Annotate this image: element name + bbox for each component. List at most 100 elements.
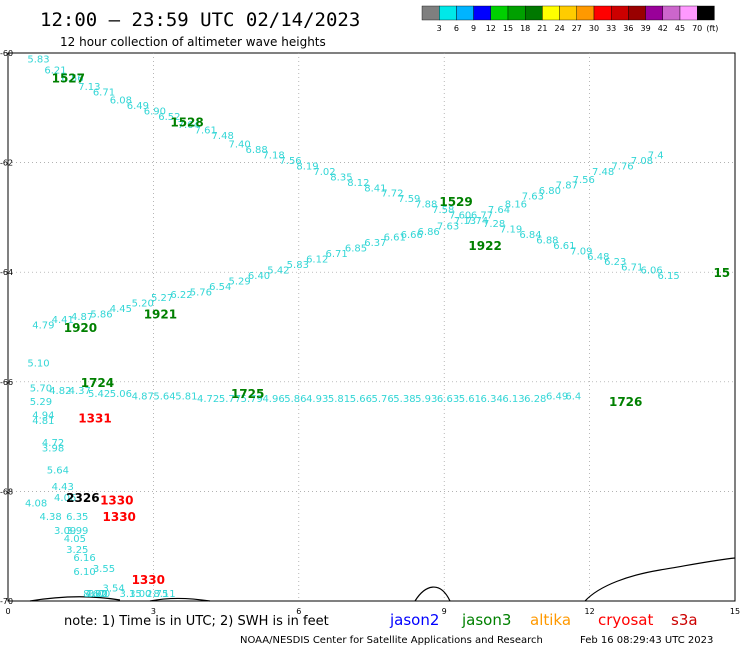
swh-point: 4.08 [25, 498, 47, 509]
swh-point: 7.61 [195, 126, 217, 137]
coastline [29, 557, 736, 602]
swh-point: 6.61 [384, 233, 406, 244]
swh-point: 6.48 [587, 252, 609, 263]
swh-point: 5.76 [190, 287, 212, 298]
swh-point: 6.4 [565, 392, 581, 403]
swh-point: 6.54 [209, 282, 231, 293]
swh-point: 7.40 [229, 139, 251, 150]
swh-point: 3.55 [93, 564, 115, 575]
y-tick-label: -68 [0, 487, 13, 496]
y-tick-label: -70 [0, 597, 13, 606]
y-tick-label: -60 [0, 49, 13, 58]
swh-point: 6.71 [93, 87, 115, 98]
pass-label: 15 [713, 266, 730, 280]
swh-point: 4.82 [49, 386, 71, 397]
swh-point: 7.58 [432, 205, 454, 216]
swh-point: 6.61 [553, 241, 575, 252]
swh-point: 5.42 [88, 389, 110, 400]
x-tick-label: 6 [296, 607, 301, 616]
swh-point: 6.16 [73, 553, 95, 564]
legend-label: 15 [503, 24, 513, 33]
swh-point: 4.96 [262, 394, 284, 405]
swh-point: 6.15 [657, 271, 679, 282]
pass-label: 1330 [103, 510, 136, 524]
swh-point: 4.45 [110, 304, 132, 315]
pass-label: 1725 [231, 387, 264, 401]
swh-point: 6.90 [144, 107, 166, 118]
swh-point: 5.81 [328, 394, 350, 405]
swh-point: 7.19 [500, 224, 522, 235]
swh-point: 3.15 [119, 589, 141, 600]
y-tick-label: -64 [0, 268, 13, 277]
legend-label: 45 [675, 24, 685, 33]
timestamp-text: Feb 16 08:29:43 UTC 2023 [580, 635, 713, 646]
pass-label: 1726 [609, 395, 642, 409]
swh-point: 7.63 [437, 222, 459, 233]
legend-label: 9 [471, 24, 476, 33]
legend-swatch [593, 5, 612, 21]
swh-point: 5.81 [175, 392, 197, 403]
legend-label: 3 [437, 24, 442, 33]
color-legend: 3 6 9 12 15 18 21 24 27 30 33 36 39 42 45 70 (ft) [421, 5, 718, 33]
legend-label: 36 [623, 24, 633, 33]
x-tick-label: 0 [5, 607, 10, 616]
plot-frame [7, 52, 736, 602]
swh-point: 5.86 [284, 394, 306, 405]
swh-point: 4.72 [197, 394, 219, 405]
legend-swatch [525, 5, 543, 21]
swh-point: 7.56 [279, 156, 301, 167]
swh-point: 4.79 [32, 320, 54, 331]
swh-point: 7.59 [398, 194, 420, 205]
swh-point: 4.43 [52, 482, 74, 493]
swh-point: 7.64 [178, 120, 200, 131]
pass-label: 1330 [132, 573, 165, 587]
legend-label: 27 [572, 24, 582, 33]
pass-label: 1920 [64, 321, 97, 335]
swh-point: 8.41 [364, 183, 386, 194]
x-tick-label: 3 [151, 607, 156, 616]
legend-swatch [473, 5, 492, 21]
legend-swatch [490, 5, 509, 21]
legend-swatch [697, 5, 715, 21]
pass-label: 1724 [81, 376, 114, 390]
swh-point: 4.38 [40, 512, 62, 523]
swh-point: 6.71 [325, 249, 347, 260]
x-tick-label: 15 [730, 607, 740, 616]
swh-point: 5.29 [30, 397, 52, 408]
swh-point: 6.88 [245, 145, 267, 156]
swh-point: 8.19 [296, 161, 318, 172]
pass-label: 1528 [170, 116, 203, 130]
swh-point: 6.34 [481, 394, 503, 405]
chart-subtitle: 12 hour collection of altimeter wave hei… [60, 35, 326, 49]
swh-point: 7.02 [313, 167, 335, 178]
legend-swatch [439, 5, 457, 21]
legend-swatch [507, 5, 526, 21]
swh-point: 5.66 [350, 394, 372, 405]
swh-point: 6.84 [519, 230, 541, 241]
swh-point: 7.64 [488, 205, 510, 216]
swh-point: 3.00 [129, 589, 151, 600]
pass-label: 1921 [144, 307, 177, 321]
legend-swatch [559, 5, 577, 21]
swh-point: 6.21 [44, 65, 66, 76]
swh-point: 7.28 [483, 219, 505, 230]
swh-point: 4.02 [86, 589, 108, 600]
pass-label: 1527 [52, 72, 85, 86]
swh-point: 6.06 [640, 265, 662, 276]
swh-point: 5.64 [47, 465, 69, 476]
swh-point: 2.75 [146, 589, 168, 600]
legend-label: 30 [589, 24, 599, 33]
legend-swatch [645, 5, 663, 21]
swh-point: 7.48 [212, 131, 234, 142]
swh-point: 6.66 [401, 230, 423, 241]
credit-text: NOAA/NESDIS Center for Satellite Applica… [240, 635, 543, 646]
legend-label: 33 [606, 24, 616, 33]
swh-point: 6.40 [248, 271, 270, 282]
grid-lines [8, 53, 735, 601]
swh-point: 6.49 [546, 392, 568, 403]
x-tick-label: 12 [585, 607, 595, 616]
pass-time-labels: 1527 1528 1529 1922 15 1920 1921 1724 1725 1726 13… [52, 72, 731, 587]
swh-point: 7.09 [570, 246, 592, 257]
swh-point: 8.67 [83, 589, 105, 600]
